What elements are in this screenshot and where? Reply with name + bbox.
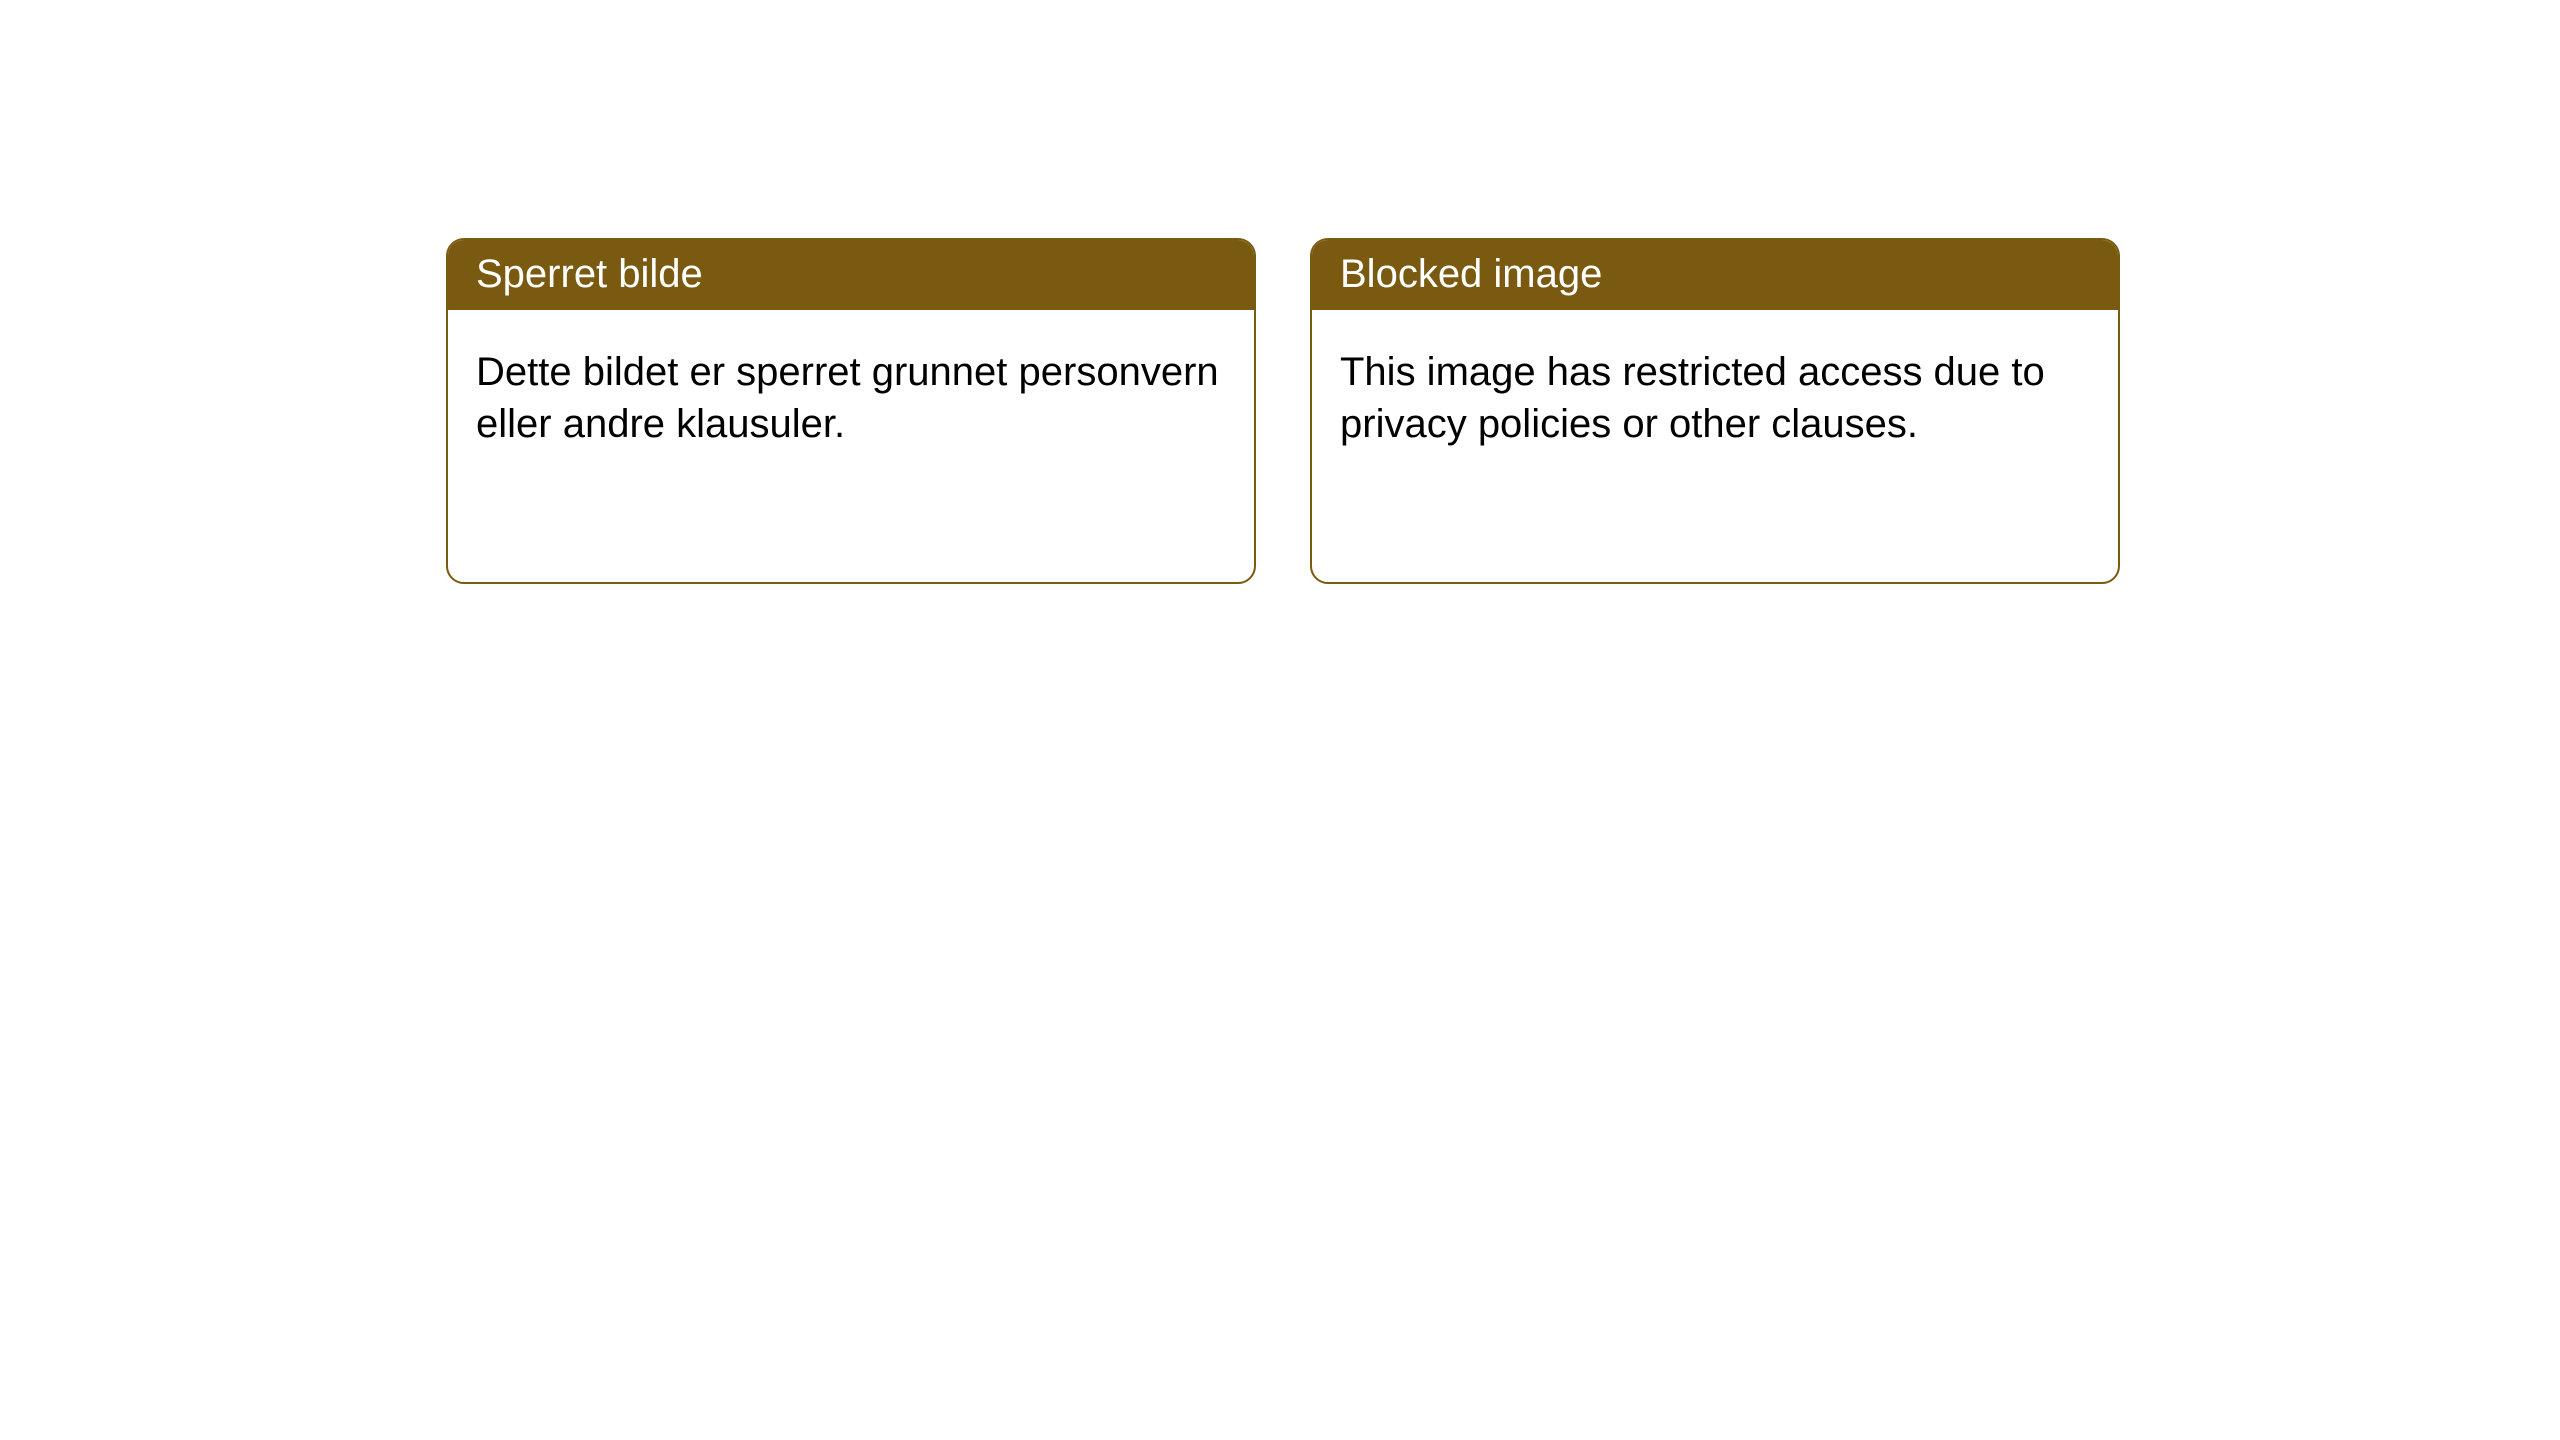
blocked-image-card-no: Sperret bilde Dette bildet er sperret gr…	[446, 238, 1256, 584]
card-header-no: Sperret bilde	[448, 240, 1254, 310]
cards-container: Sperret bilde Dette bildet er sperret gr…	[0, 0, 2560, 584]
card-header-en: Blocked image	[1312, 240, 2118, 310]
card-body-en: This image has restricted access due to …	[1312, 310, 2118, 582]
card-body-no: Dette bildet er sperret grunnet personve…	[448, 310, 1254, 582]
blocked-image-card-en: Blocked image This image has restricted …	[1310, 238, 2120, 584]
